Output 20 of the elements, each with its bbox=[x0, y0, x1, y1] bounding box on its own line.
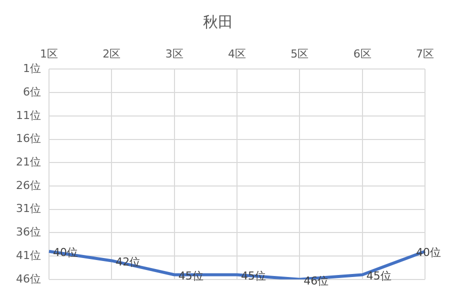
x-tick-label: 2区 bbox=[102, 47, 121, 60]
text: 45位 bbox=[366, 270, 392, 283]
y-tick-label: 26位 bbox=[16, 178, 41, 192]
y-tick-label: 1位 bbox=[22, 62, 41, 76]
chart-title: 秋田 bbox=[203, 12, 233, 31]
x-tick-label: 6区 bbox=[353, 47, 372, 60]
y-tick-label: 31位 bbox=[16, 202, 41, 216]
y-tick-label: 16位 bbox=[16, 132, 41, 146]
x-tick-label: 1区 bbox=[40, 47, 58, 60]
x-tick-label: 5区 bbox=[290, 47, 309, 60]
y-tick-label: 36位 bbox=[16, 226, 41, 239]
text: 45位 bbox=[241, 270, 266, 283]
x-tick-label: 4区 bbox=[228, 47, 246, 60]
y-tick-label: 46位 bbox=[16, 272, 41, 286]
y-tick-label: 11位 bbox=[16, 108, 41, 122]
y-tick-label: 6位 bbox=[22, 85, 41, 98]
y-tick-label: 41位 bbox=[16, 248, 41, 262]
y-tick-label: 21位 bbox=[16, 155, 41, 168]
x-tick-label: 3区 bbox=[165, 47, 184, 60]
x-tick-label: 7区 bbox=[416, 47, 434, 60]
